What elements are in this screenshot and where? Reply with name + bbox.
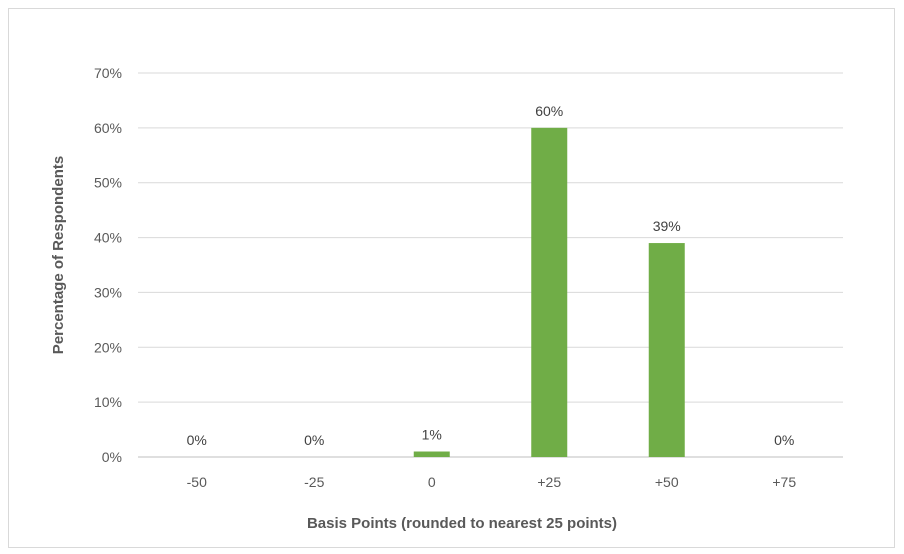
x-tick-label: -25 xyxy=(304,474,324,490)
data-label: 60% xyxy=(535,103,563,119)
data-label: 0% xyxy=(304,432,324,448)
y-tick-label: 50% xyxy=(94,175,122,191)
chart-frame xyxy=(8,8,895,548)
y-tick-label: 30% xyxy=(94,284,122,300)
x-tick-label: -50 xyxy=(187,474,207,490)
y-tick-label: 40% xyxy=(94,230,122,246)
x-tick-label: +75 xyxy=(772,474,796,490)
x-tick-label: +50 xyxy=(655,474,679,490)
bar-0 xyxy=(413,451,450,457)
y-tick-label: 60% xyxy=(94,120,122,136)
data-label: 0% xyxy=(187,432,207,448)
data-label: 1% xyxy=(422,427,442,443)
bars xyxy=(413,127,685,457)
y-axis-ticks: 0% 10% 20% 30% 40% 50% 60% 70% xyxy=(94,65,122,465)
y-tick-label: 10% xyxy=(94,394,122,410)
data-label: 39% xyxy=(653,218,681,234)
x-tick-label: +25 xyxy=(537,474,561,490)
y-tick-label: 0% xyxy=(102,449,122,465)
bar-+25 xyxy=(531,127,568,457)
gridlines xyxy=(138,72,843,458)
data-labels: 0% 0% 1% 60% 39% 0% xyxy=(187,103,795,448)
y-axis-title: Percentage of Respondents xyxy=(50,156,67,354)
y-tick-label: 70% xyxy=(94,65,122,81)
data-label: 0% xyxy=(774,432,794,448)
y-tick-label: 20% xyxy=(94,339,122,355)
x-axis-ticks: -50 -25 0 +25 +50 +75 xyxy=(187,474,797,490)
bar-+50 xyxy=(648,243,685,457)
x-axis-title: Basis Points (rounded to nearest 25 poin… xyxy=(307,515,617,532)
x-tick-label: 0 xyxy=(428,474,436,490)
